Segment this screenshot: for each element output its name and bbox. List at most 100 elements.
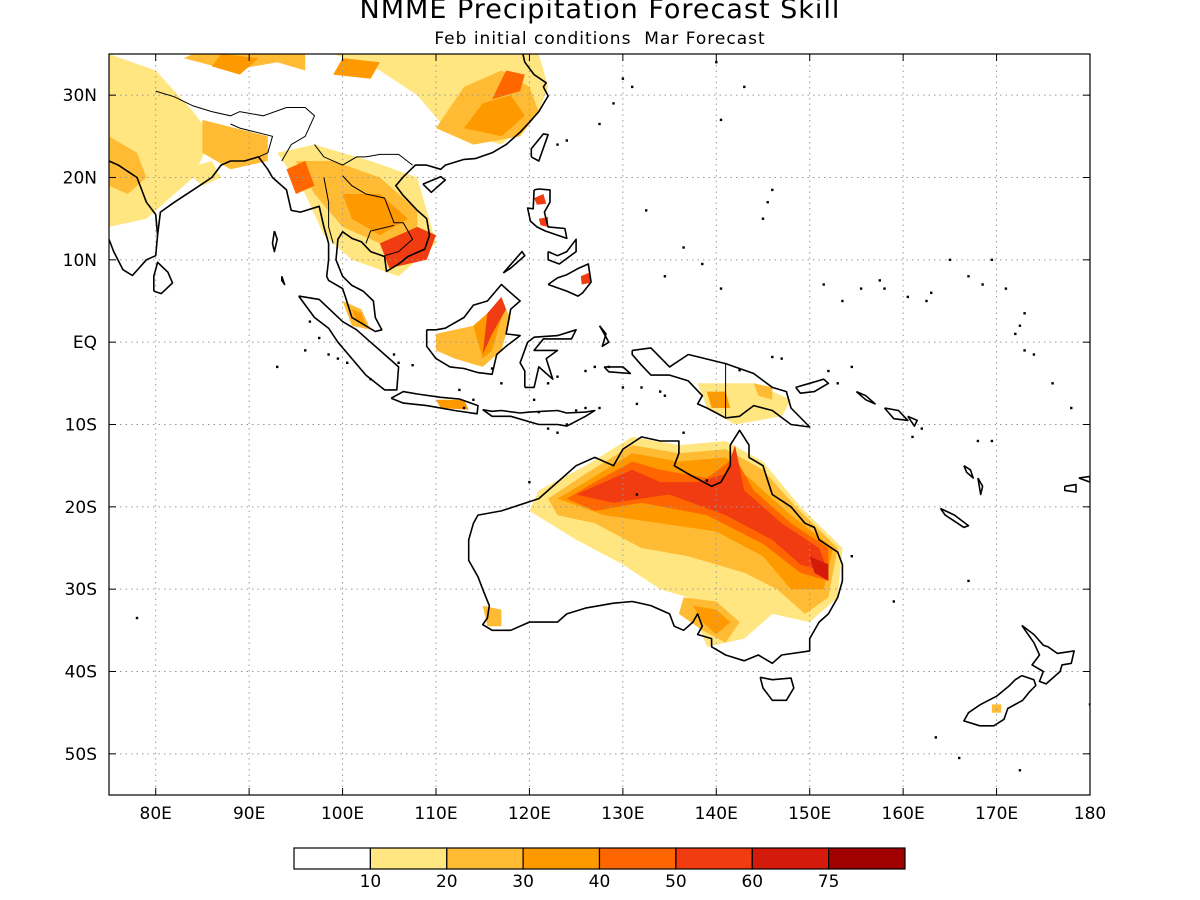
- island-dot: [766, 201, 769, 204]
- island-dot: [761, 217, 765, 220]
- x-tick-label: 100E: [321, 804, 364, 824]
- island-dot: [743, 85, 746, 89]
- border-line: [230, 123, 274, 158]
- colorbar-box: [522, 847, 601, 870]
- skill-region: [109, 54, 212, 227]
- coastline: [855, 390, 876, 405]
- coastline: [759, 676, 795, 702]
- colorbar-label: 30: [512, 872, 534, 892]
- coastline: [519, 328, 577, 389]
- island-dot: [1014, 332, 1017, 336]
- island-dot: [1023, 349, 1026, 352]
- coastline: [963, 674, 1037, 727]
- island-dot: [967, 275, 970, 278]
- x-tick-label: 90E: [233, 804, 265, 824]
- coastline: [425, 283, 521, 376]
- colorbar-label: 60: [741, 872, 763, 892]
- axis-ticks: 80E 90E 100E 110E 120E 130E 140E 150E 160E 170E 18…: [63, 54, 1106, 824]
- colorbar-box: [751, 847, 830, 870]
- island-dot: [663, 394, 667, 397]
- island-dot: [645, 209, 648, 212]
- coastline: [1021, 624, 1075, 685]
- island-dot: [528, 480, 531, 484]
- chart-subtitle: Feb initial conditions Mar Forecast: [434, 29, 766, 49]
- y-tick-label: 20S: [65, 498, 97, 518]
- x-tick-label: 110E: [414, 804, 457, 824]
- y-tick-label: 10S: [65, 416, 97, 436]
- island-dot: [621, 386, 625, 389]
- skill-region: [809, 556, 829, 581]
- island-dot: [546, 427, 550, 430]
- x-tick-label: 80E: [140, 804, 172, 824]
- x-tick-label: 140E: [695, 804, 738, 824]
- island-dot: [990, 258, 994, 261]
- skill-region: [286, 161, 315, 194]
- island-dot: [1018, 769, 1022, 772]
- skill-region: [534, 194, 547, 205]
- island-dot: [556, 143, 559, 146]
- coastline: [883, 407, 909, 422]
- island-dot: [827, 369, 830, 373]
- colorbar-label: 10: [360, 872, 382, 892]
- skill-region: [351, 309, 366, 326]
- island-dot: [612, 102, 615, 105]
- country-borders: [155, 90, 727, 418]
- colorbar-box: [369, 847, 448, 870]
- island-dot: [318, 336, 321, 340]
- border-line: [342, 175, 414, 257]
- coastline: [795, 378, 830, 395]
- island-dot: [565, 423, 568, 426]
- island-dot: [934, 736, 937, 739]
- island-dot: [705, 479, 709, 482]
- island-dot: [663, 275, 667, 278]
- y-tick-label: 40S: [65, 663, 97, 683]
- y-tick-label: 50S: [65, 745, 97, 765]
- island-dot: [738, 369, 741, 372]
- coastline: [280, 276, 286, 286]
- coastline: [390, 390, 479, 415]
- island-dot: [1023, 312, 1026, 315]
- island-dot: [715, 61, 718, 64]
- coastline: [907, 415, 919, 427]
- coastline: [547, 238, 577, 265]
- coastline: [526, 188, 568, 240]
- island-dot: [500, 382, 503, 385]
- island-dot: [593, 365, 596, 369]
- island-dot: [682, 246, 685, 249]
- island-dot: [911, 435, 914, 439]
- skill-region: [482, 296, 507, 355]
- skill-region: [379, 226, 436, 269]
- colorbar-label: 20: [436, 872, 458, 892]
- island-dot: [304, 349, 307, 352]
- colorbar-box: [675, 847, 753, 870]
- coastline: [156, 54, 549, 333]
- colorbar-label: 40: [589, 872, 611, 892]
- border-line: [155, 90, 316, 162]
- coastline: [547, 263, 592, 297]
- island-dot: [719, 287, 723, 290]
- colorbar-label: 50: [665, 872, 687, 892]
- colorbar-box: [446, 847, 524, 870]
- island-dot: [537, 410, 540, 414]
- coastline: [502, 250, 526, 274]
- island-dot: [621, 77, 625, 80]
- coastline: [530, 133, 549, 162]
- skill-region: [482, 605, 502, 627]
- island-dot: [458, 388, 461, 392]
- border-line: [314, 144, 413, 166]
- island-dot: [1070, 406, 1073, 410]
- border-line: [323, 177, 334, 244]
- island-dot: [640, 386, 643, 389]
- island-dot: [906, 295, 909, 299]
- island-dot: [958, 756, 961, 760]
- chart-title: NMME Precipitation Forecast Skill: [359, 0, 841, 25]
- skill-region: [492, 70, 525, 100]
- island-dot: [925, 299, 928, 303]
- coastline: [977, 477, 984, 496]
- island-dot: [682, 431, 685, 434]
- skill-region: [464, 95, 525, 137]
- y-tick-label: 30S: [65, 580, 97, 600]
- island-dot: [930, 291, 933, 294]
- island-dot: [346, 361, 349, 364]
